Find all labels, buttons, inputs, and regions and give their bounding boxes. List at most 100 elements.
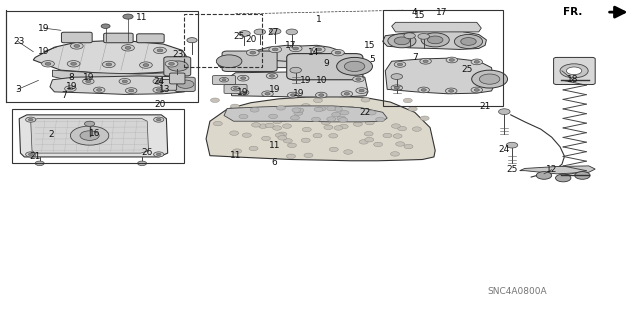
Circle shape <box>556 174 571 182</box>
Circle shape <box>461 38 476 45</box>
Circle shape <box>359 89 364 92</box>
Circle shape <box>506 142 518 148</box>
Circle shape <box>278 115 287 120</box>
Circle shape <box>250 51 256 54</box>
FancyBboxPatch shape <box>104 33 133 43</box>
Circle shape <box>391 85 403 91</box>
Circle shape <box>560 64 588 78</box>
Circle shape <box>278 136 287 140</box>
Text: 10: 10 <box>316 76 327 85</box>
FancyBboxPatch shape <box>287 54 363 80</box>
Circle shape <box>102 61 115 68</box>
Circle shape <box>211 98 220 102</box>
Bar <box>12 109 184 163</box>
Circle shape <box>273 48 278 51</box>
Circle shape <box>156 153 161 156</box>
Circle shape <box>319 94 324 96</box>
Text: 21: 21 <box>479 102 491 111</box>
Circle shape <box>65 86 76 92</box>
Text: 19: 19 <box>237 88 249 97</box>
Text: 15: 15 <box>414 11 426 20</box>
Circle shape <box>418 33 429 39</box>
Circle shape <box>234 88 237 90</box>
Circle shape <box>154 47 166 54</box>
Text: 24: 24 <box>153 77 164 86</box>
Circle shape <box>222 79 226 81</box>
Circle shape <box>365 120 374 125</box>
Circle shape <box>119 78 131 84</box>
Circle shape <box>313 133 322 138</box>
Text: 7: 7 <box>412 53 417 62</box>
Circle shape <box>241 77 246 79</box>
Text: 2: 2 <box>49 130 54 139</box>
Circle shape <box>138 161 147 166</box>
Circle shape <box>266 73 278 79</box>
Circle shape <box>344 114 353 118</box>
FancyBboxPatch shape <box>222 51 277 71</box>
Bar <box>383 10 503 106</box>
Circle shape <box>284 138 292 143</box>
Circle shape <box>397 63 403 66</box>
Text: 25: 25 <box>461 65 473 74</box>
Circle shape <box>282 124 291 128</box>
Circle shape <box>140 62 152 68</box>
Polygon shape <box>33 41 189 74</box>
Circle shape <box>284 113 292 118</box>
Circle shape <box>394 86 399 89</box>
Circle shape <box>262 91 273 97</box>
Circle shape <box>293 47 298 50</box>
Circle shape <box>392 124 401 128</box>
Circle shape <box>388 34 416 48</box>
Circle shape <box>394 62 406 67</box>
Circle shape <box>320 117 329 122</box>
Circle shape <box>374 142 383 147</box>
Circle shape <box>243 115 252 120</box>
Text: 4: 4 <box>412 8 417 17</box>
Circle shape <box>397 126 406 131</box>
Circle shape <box>106 63 112 66</box>
Circle shape <box>304 153 313 158</box>
Circle shape <box>246 49 259 56</box>
Text: 8: 8 <box>69 73 74 82</box>
Circle shape <box>232 149 241 153</box>
Text: 23: 23 <box>13 37 25 46</box>
Text: 18: 18 <box>567 75 579 84</box>
Circle shape <box>566 67 582 75</box>
Circle shape <box>239 31 250 36</box>
Text: 23: 23 <box>172 50 184 59</box>
Polygon shape <box>237 57 358 68</box>
Circle shape <box>70 126 109 145</box>
Circle shape <box>80 131 99 140</box>
Circle shape <box>339 118 348 122</box>
Circle shape <box>220 78 228 82</box>
Circle shape <box>125 47 131 49</box>
Circle shape <box>334 126 343 130</box>
Circle shape <box>376 117 385 122</box>
FancyBboxPatch shape <box>554 57 595 85</box>
Polygon shape <box>224 106 387 122</box>
Circle shape <box>290 67 301 73</box>
Text: 19: 19 <box>292 89 304 98</box>
Polygon shape <box>229 72 368 97</box>
FancyBboxPatch shape <box>212 76 236 85</box>
Circle shape <box>168 61 188 71</box>
Text: 25: 25 <box>506 165 518 174</box>
Circle shape <box>404 33 415 39</box>
Circle shape <box>300 116 308 121</box>
Circle shape <box>367 111 376 115</box>
Circle shape <box>449 90 454 92</box>
Text: 15: 15 <box>364 41 376 50</box>
Polygon shape <box>50 76 187 94</box>
Circle shape <box>474 89 479 91</box>
Circle shape <box>420 58 431 64</box>
Circle shape <box>327 106 336 111</box>
Text: 27: 27 <box>267 28 278 37</box>
Circle shape <box>324 125 333 130</box>
Text: 1: 1 <box>316 15 321 24</box>
Circle shape <box>499 109 510 115</box>
Circle shape <box>250 108 259 112</box>
Text: 17: 17 <box>436 8 447 17</box>
Polygon shape <box>385 58 494 94</box>
Circle shape <box>254 29 266 35</box>
FancyBboxPatch shape <box>61 32 92 43</box>
